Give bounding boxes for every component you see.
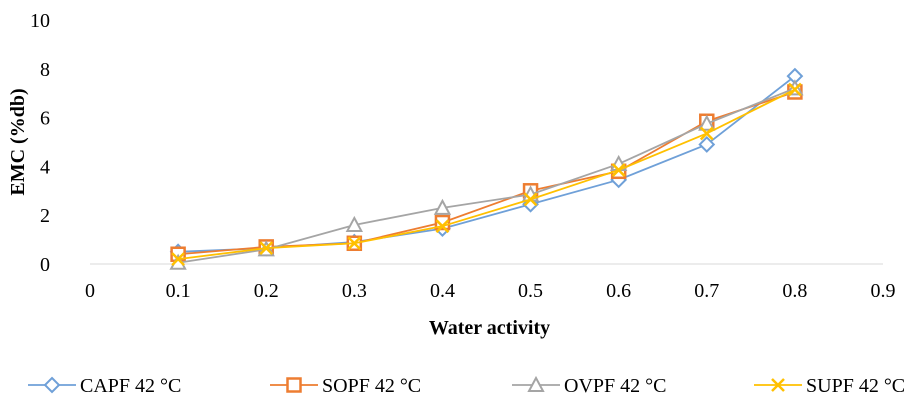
y-axis-ticks: 0 2 4 6 8 10: [30, 10, 50, 276]
y-tick-label: 4: [40, 156, 50, 178]
x-tick-label: 0.6: [606, 280, 631, 302]
plot-area: 0 2 4 6 8 10 0 0.1 0.2 0.3 0.4 0.5 0.6 0.7 0.8 0.9: [30, 10, 896, 302]
legend-item: CAPF 42 °C: [28, 375, 181, 397]
series-line: [177, 88, 796, 261]
series-line: [177, 87, 796, 264]
y-tick-label: 6: [40, 108, 50, 130]
series-line: [178, 75, 796, 253]
legend-item: SUPF 42 °C: [754, 375, 905, 397]
legend-label: CAPF 42 °C: [80, 375, 181, 397]
x-tick-label: 0.8: [782, 280, 807, 302]
y-tick-label: 8: [40, 59, 50, 81]
legend-marker: [43, 376, 61, 394]
legend-marker: [527, 375, 545, 392]
legend: CAPF 42 °C SOPF 42 °C OVPF 42 °C SUPF 42 °C: [28, 375, 905, 397]
series-group: [169, 67, 804, 270]
data-point: [611, 163, 626, 177]
x-axis-title: Water activity: [429, 317, 550, 339]
data-point: [699, 126, 714, 141]
series-diamond: [169, 67, 804, 261]
legend-label: SOPF 42 °C: [322, 375, 421, 397]
y-tick-label: 10: [30, 10, 50, 32]
series-x: [171, 82, 802, 267]
legend-item: SOPF 42 °C: [270, 375, 421, 397]
x-axis-ticks: 0 0.1 0.2 0.3 0.4 0.5 0.6 0.7 0.8 0.9: [85, 280, 896, 302]
data-point: [345, 215, 364, 232]
data-point: [698, 136, 716, 153]
x-tick-label: 0.1: [166, 280, 191, 302]
data-point: [171, 252, 185, 267]
x-tick-label: 0.7: [694, 280, 719, 302]
x-tick-label: 0.3: [342, 280, 367, 302]
data-point: [433, 198, 452, 215]
y-tick-label: 0: [40, 254, 50, 276]
y-axis-title: EMC (%db): [7, 88, 29, 195]
legend-marker: [771, 378, 785, 392]
legend-item: OVPF 42 °C: [512, 375, 666, 397]
x-tick-label: 0.9: [871, 280, 896, 302]
y-tick-label: 2: [40, 205, 50, 227]
data-point: [523, 192, 538, 207]
data-point: [698, 114, 716, 131]
data-point: [347, 236, 362, 251]
series-square: [170, 84, 803, 262]
legend-label: SUPF 42 °C: [806, 375, 905, 397]
legend-label: OVPF 42 °C: [564, 375, 666, 397]
data-point: [788, 82, 802, 97]
x-tick-label: 0.2: [254, 280, 279, 302]
x-tick-label: 0.5: [518, 280, 543, 302]
legend-marker: [286, 377, 302, 393]
data-point: [435, 219, 450, 234]
data-point: [259, 241, 274, 256]
x-tick-label: 0.4: [430, 280, 455, 302]
x-tick-label: 0: [85, 280, 95, 302]
